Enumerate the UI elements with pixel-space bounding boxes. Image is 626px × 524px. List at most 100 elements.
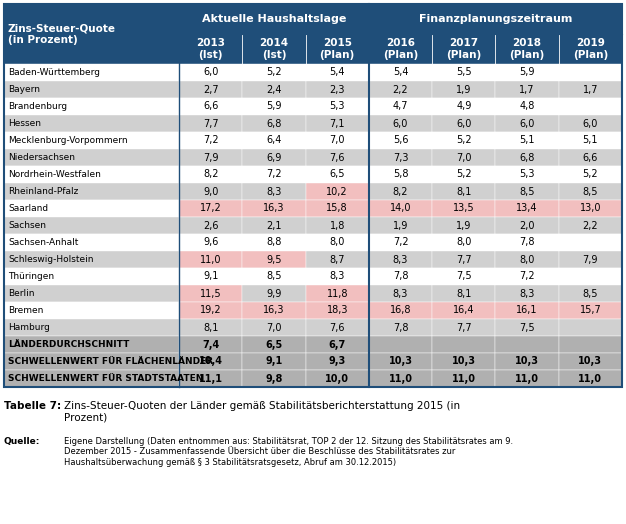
Bar [559, 217, 622, 234]
Text: 2,1: 2,1 [266, 221, 282, 231]
Bar [495, 217, 559, 234]
Text: 10,3: 10,3 [515, 356, 539, 366]
Text: 1,9: 1,9 [456, 221, 471, 231]
Text: 7,0: 7,0 [329, 136, 345, 146]
Text: Rheinland-Pfalz: Rheinland-Pfalz [8, 187, 78, 196]
Text: 8,3: 8,3 [329, 271, 345, 281]
Text: 7,8: 7,8 [520, 237, 535, 247]
Bar [559, 251, 622, 268]
Bar [4, 234, 179, 251]
Bar [559, 132, 622, 149]
Text: 1,7: 1,7 [583, 84, 598, 94]
Text: 6,0: 6,0 [520, 118, 535, 128]
Text: 4,9: 4,9 [456, 102, 471, 112]
Bar [242, 217, 305, 234]
Text: 7,1: 7,1 [329, 118, 345, 128]
Bar [4, 319, 179, 336]
Text: 7,2: 7,2 [203, 136, 218, 146]
Text: Zins-Steuer-Quoten der Länder gemäß Stabilitätsberichterstattung 2015 (in
Prozen: Zins-Steuer-Quoten der Länder gemäß Stab… [64, 401, 460, 422]
Bar [495, 200, 559, 217]
Bar [369, 4, 622, 34]
Bar [432, 81, 495, 98]
Bar [4, 302, 179, 319]
Bar [432, 200, 495, 217]
Bar [495, 183, 559, 200]
Text: 8,2: 8,2 [203, 169, 218, 180]
Text: 13,4: 13,4 [516, 203, 538, 213]
Text: 6,0: 6,0 [393, 118, 408, 128]
Text: 15,8: 15,8 [326, 203, 348, 213]
Bar [305, 34, 369, 64]
Bar [305, 64, 369, 81]
Bar [179, 132, 242, 149]
Bar [559, 64, 622, 81]
Bar [559, 370, 622, 387]
Text: 7,4: 7,4 [202, 340, 219, 350]
Text: 6,0: 6,0 [456, 118, 471, 128]
Bar [495, 166, 559, 183]
Text: Zins-Steuer-Quote
(in Prozent): Zins-Steuer-Quote (in Prozent) [8, 23, 116, 45]
Text: 9,8: 9,8 [265, 374, 282, 384]
Bar [179, 268, 242, 285]
Bar [305, 149, 369, 166]
Text: 7,6: 7,6 [329, 322, 345, 333]
Text: Mecklenburg-Vorpommern: Mecklenburg-Vorpommern [8, 136, 128, 145]
Bar [432, 268, 495, 285]
Text: 2013
(Ist): 2013 (Ist) [196, 38, 225, 60]
Bar [179, 183, 242, 200]
Bar [369, 200, 432, 217]
Bar [495, 64, 559, 81]
Bar [179, 336, 242, 353]
Bar [179, 166, 242, 183]
Bar [559, 319, 622, 336]
Text: 14,0: 14,0 [390, 203, 411, 213]
Bar [305, 234, 369, 251]
Bar [305, 217, 369, 234]
Text: 2016
(Plan): 2016 (Plan) [383, 38, 418, 60]
Bar [495, 302, 559, 319]
Bar [4, 4, 622, 387]
Bar [179, 34, 242, 64]
Bar [559, 98, 622, 115]
Bar [369, 336, 432, 353]
Bar [369, 234, 432, 251]
Text: 6,8: 6,8 [520, 152, 535, 162]
Text: Hamburg: Hamburg [8, 323, 50, 332]
Bar [242, 115, 305, 132]
Text: 13,5: 13,5 [453, 203, 475, 213]
Bar [495, 234, 559, 251]
Bar [495, 268, 559, 285]
Bar [4, 115, 179, 132]
Bar [369, 302, 432, 319]
Bar [305, 115, 369, 132]
Text: 9,0: 9,0 [203, 187, 218, 196]
Text: 7,7: 7,7 [456, 322, 471, 333]
Bar [432, 98, 495, 115]
Bar [432, 302, 495, 319]
Text: 11,0: 11,0 [515, 374, 539, 384]
Text: 5,2: 5,2 [583, 169, 598, 180]
Bar [305, 166, 369, 183]
Text: 7,9: 7,9 [583, 255, 598, 265]
Bar [4, 166, 179, 183]
Text: 10,0: 10,0 [326, 374, 349, 384]
Text: 8,2: 8,2 [393, 187, 408, 196]
Text: Eigene Darstellung (Daten entnommen aus: Stabilitätsrat, TOP 2 der 12. Sitzung d: Eigene Darstellung (Daten entnommen aus:… [64, 437, 513, 467]
Bar [305, 336, 369, 353]
Bar [242, 336, 305, 353]
Bar [4, 353, 179, 370]
Text: Brandenburg: Brandenburg [8, 102, 67, 111]
Bar [559, 268, 622, 285]
Text: Quelle:: Quelle: [4, 437, 40, 446]
Text: 2,2: 2,2 [393, 84, 408, 94]
Bar [559, 115, 622, 132]
Bar [4, 336, 179, 353]
Bar [242, 64, 305, 81]
Bar [305, 98, 369, 115]
Text: SCHWELLENWERT FÜR STADTSTAATEN: SCHWELLENWERT FÜR STADTSTAATEN [8, 374, 203, 383]
Text: 2,3: 2,3 [329, 84, 345, 94]
Bar [242, 98, 305, 115]
Bar [179, 217, 242, 234]
Bar [495, 132, 559, 149]
Text: 7,6: 7,6 [329, 152, 345, 162]
